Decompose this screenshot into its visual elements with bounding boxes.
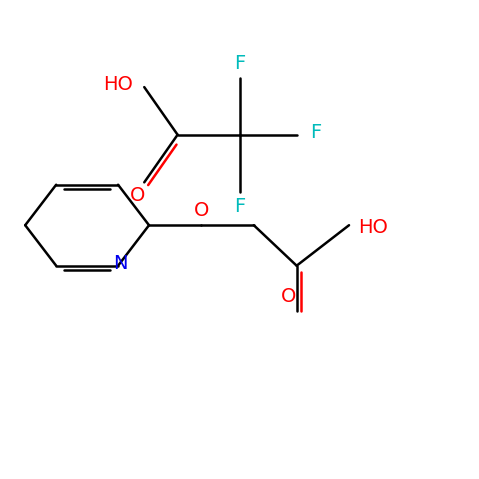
- Text: F: F: [234, 197, 245, 216]
- Text: HO: HO: [103, 75, 133, 94]
- Text: F: F: [234, 54, 245, 73]
- Text: O: O: [194, 202, 209, 220]
- Text: N: N: [113, 254, 128, 273]
- Text: O: O: [280, 287, 296, 306]
- Text: HO: HO: [358, 218, 388, 237]
- Text: F: F: [310, 123, 321, 142]
- Text: O: O: [129, 186, 145, 205]
